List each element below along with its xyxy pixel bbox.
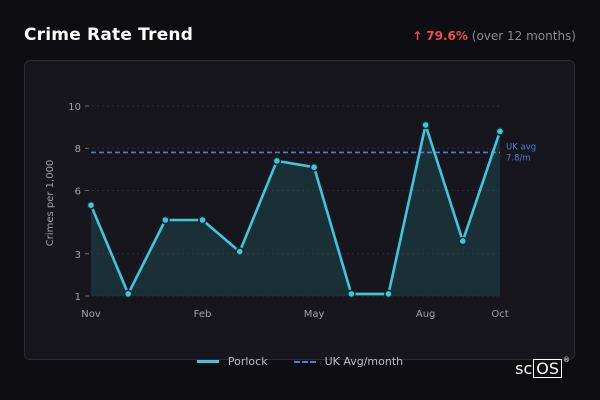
x-tick-label: Feb bbox=[194, 309, 212, 320]
change-period: (over 12 months) bbox=[471, 29, 576, 43]
y-tick-label: 10 bbox=[68, 102, 81, 113]
x-tick-label: Nov bbox=[81, 309, 101, 320]
legend-label-porlock: Porlock bbox=[227, 355, 268, 368]
data-point[interactable] bbox=[384, 289, 393, 299]
y-tick-label: 6 bbox=[75, 186, 81, 197]
series-line bbox=[89, 123, 502, 296]
grid bbox=[85, 105, 500, 297]
x-tick-label: Oct bbox=[491, 309, 508, 320]
y-tick-labels: 1 3 6 8 10 bbox=[68, 102, 81, 303]
data-point[interactable] bbox=[160, 215, 170, 225]
legend-item-porlock[interactable]: Porlock bbox=[196, 355, 268, 368]
average-annotation-value: 7.8/m bbox=[506, 153, 531, 163]
x-tick-label: May bbox=[304, 309, 325, 320]
legend: Porlock UK Avg/month bbox=[0, 355, 600, 368]
y-axis-label: Crimes per 1,000 bbox=[45, 160, 56, 247]
logo-boxed-text: OS bbox=[533, 359, 562, 378]
data-point[interactable] bbox=[309, 162, 319, 172]
y-tick-label: 8 bbox=[75, 144, 81, 155]
data-point[interactable] bbox=[123, 289, 133, 299]
data-point[interactable] bbox=[421, 120, 431, 130]
data-point[interactable] bbox=[198, 215, 207, 225]
series-area bbox=[91, 125, 500, 296]
change-percent: 79.6% bbox=[426, 29, 468, 43]
legend-swatch-dashed bbox=[293, 360, 316, 363]
y-tick-label: 1 bbox=[75, 292, 81, 303]
legend-label-uk-avg: UK Avg/month bbox=[324, 355, 404, 368]
data-point[interactable] bbox=[495, 126, 505, 136]
trend-up-icon: ↑ bbox=[412, 29, 423, 43]
data-point[interactable] bbox=[346, 289, 356, 299]
logo-prefix: sc bbox=[515, 359, 533, 378]
data-point[interactable] bbox=[458, 236, 468, 246]
average-annotation-label: UK avg bbox=[506, 142, 536, 152]
y-tick-label: 3 bbox=[75, 250, 81, 261]
legend-swatch-solid bbox=[196, 360, 219, 363]
x-tick-label: Aug bbox=[416, 309, 436, 320]
scos-logo: sc OS ® bbox=[515, 355, 570, 378]
legend-item-uk-avg[interactable]: UK Avg/month bbox=[293, 355, 404, 368]
data-point[interactable] bbox=[235, 247, 245, 257]
x-tick-labels: Nov Feb May Aug Oct bbox=[81, 309, 508, 320]
chart-panel bbox=[24, 60, 575, 360]
chart-title: Crime Rate Trend bbox=[24, 25, 194, 45]
change-indicator: ↑ 79.6% (over 12 months) bbox=[412, 29, 576, 43]
logo-registered-mark: ® bbox=[563, 355, 570, 364]
data-points bbox=[86, 120, 505, 299]
data-point[interactable] bbox=[86, 200, 96, 210]
data-point[interactable] bbox=[272, 156, 282, 166]
